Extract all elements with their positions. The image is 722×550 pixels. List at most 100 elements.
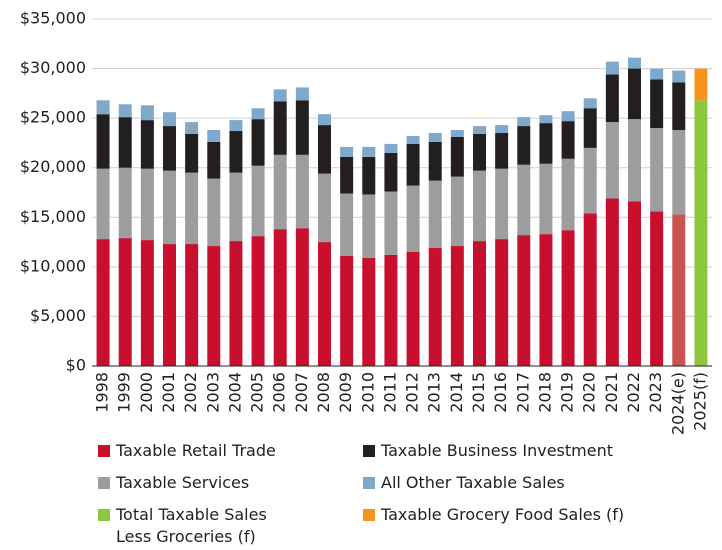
bar-segment <box>428 248 442 366</box>
x-tick-label: 2008 <box>314 372 333 413</box>
bar-segment <box>229 172 243 242</box>
legend-swatch <box>363 509 375 521</box>
bar-segment <box>340 255 354 366</box>
bar-segment <box>340 193 354 256</box>
legend-swatch <box>98 509 110 521</box>
bar-segment <box>384 254 398 366</box>
bar-segment <box>473 170 486 242</box>
bar-segment <box>185 244 199 366</box>
bar-segment <box>362 257 376 366</box>
x-tick-label: 2003 <box>203 372 222 413</box>
legend-label: Taxable Retail Trade <box>116 441 276 460</box>
bar-segment <box>605 198 619 366</box>
bar-segment <box>163 244 176 366</box>
bar-segment <box>118 104 132 118</box>
bar-segment <box>628 119 641 202</box>
bar-segment <box>583 108 597 148</box>
y-tick-label: $35,000 <box>20 9 86 28</box>
bar-segment <box>473 126 486 135</box>
bar-segment <box>583 213 597 366</box>
x-tick-label: 2019 <box>558 372 577 413</box>
y-tick-label: $30,000 <box>20 58 86 77</box>
bar-segment <box>450 130 464 137</box>
bar-segment <box>384 152 398 192</box>
x-tick-label: 2010 <box>358 372 377 413</box>
x-tick-label: 1999 <box>115 372 134 413</box>
bar-segment <box>207 246 221 366</box>
bar-segment <box>251 236 265 366</box>
bar-segment <box>517 117 531 127</box>
bar-segment <box>229 120 243 132</box>
legend-swatch <box>98 445 110 457</box>
bar-segment <box>318 114 331 126</box>
x-tick-label: 2013 <box>425 372 444 413</box>
bar-segment <box>96 114 110 169</box>
bar-segment <box>672 70 686 83</box>
bar-segment <box>207 141 221 179</box>
x-tick-label: 1998 <box>93 372 112 413</box>
legend-label: Taxable Services <box>116 473 250 492</box>
x-tick-label: 2006 <box>270 372 289 413</box>
bar-segment <box>495 133 509 169</box>
bar-segment <box>140 105 154 121</box>
bar-segment <box>561 121 575 159</box>
bar-segment <box>583 147 597 214</box>
bar-segment <box>140 168 154 241</box>
bar-segment <box>539 115 553 124</box>
x-tick-label: 2005 <box>248 372 267 413</box>
bar-segment <box>118 167 132 239</box>
bar-segment <box>406 185 420 252</box>
bar-segment <box>672 214 686 366</box>
bar-segment <box>273 89 287 102</box>
bar-segment <box>495 168 509 240</box>
x-tick-label: 2000 <box>137 372 156 413</box>
bar-segment <box>517 235 531 366</box>
legend-swatch <box>98 477 110 489</box>
x-tick-label: 2024(e) <box>668 372 687 435</box>
bar-segment <box>672 82 686 131</box>
bar-segment <box>694 68 708 101</box>
bar-segment <box>185 172 199 245</box>
x-tick-label: 2011 <box>380 372 399 413</box>
x-tick-label: 2018 <box>535 372 554 413</box>
bar-segment <box>140 120 154 169</box>
bar-segment <box>428 133 442 142</box>
y-tick-label: $20,000 <box>20 157 86 176</box>
bar-segment <box>605 61 619 75</box>
x-tick-label: 2004 <box>225 372 244 413</box>
y-tick-label: $10,000 <box>20 256 86 275</box>
bar-segment <box>406 251 420 366</box>
bar-segment <box>495 125 509 134</box>
bar-segment <box>561 111 575 122</box>
bar-segment <box>251 108 265 120</box>
bar-segment <box>295 154 309 229</box>
bar-segment <box>628 201 641 366</box>
bar-segment <box>428 141 442 181</box>
bar-segment <box>650 79 664 129</box>
x-tick-label: 2022 <box>624 372 643 413</box>
bar-segment <box>539 123 553 164</box>
x-tick-label: 2023 <box>646 372 665 413</box>
bar-segment <box>473 241 486 366</box>
bar-segment <box>340 156 354 194</box>
bar-segment <box>295 87 309 101</box>
bar-segment <box>340 146 354 157</box>
bar-segment <box>207 178 221 247</box>
bar-segment <box>362 156 376 195</box>
bar-segment <box>229 131 243 173</box>
bar-segment <box>318 242 331 366</box>
bar-segment <box>539 163 553 235</box>
bar-segment <box>583 98 597 109</box>
bar-segment <box>273 229 287 366</box>
bar-segment <box>362 146 376 157</box>
y-tick-label: $5,000 <box>30 306 86 325</box>
bar-segment <box>318 125 331 174</box>
bar-segment <box>318 173 331 243</box>
bar-segment <box>251 119 265 166</box>
bar-segment <box>163 170 176 245</box>
bar-segment <box>96 168 110 240</box>
bar-segment <box>384 191 398 255</box>
bar-segment <box>185 122 199 135</box>
x-tick-label: 2012 <box>403 372 422 413</box>
bar-segment <box>207 130 221 142</box>
